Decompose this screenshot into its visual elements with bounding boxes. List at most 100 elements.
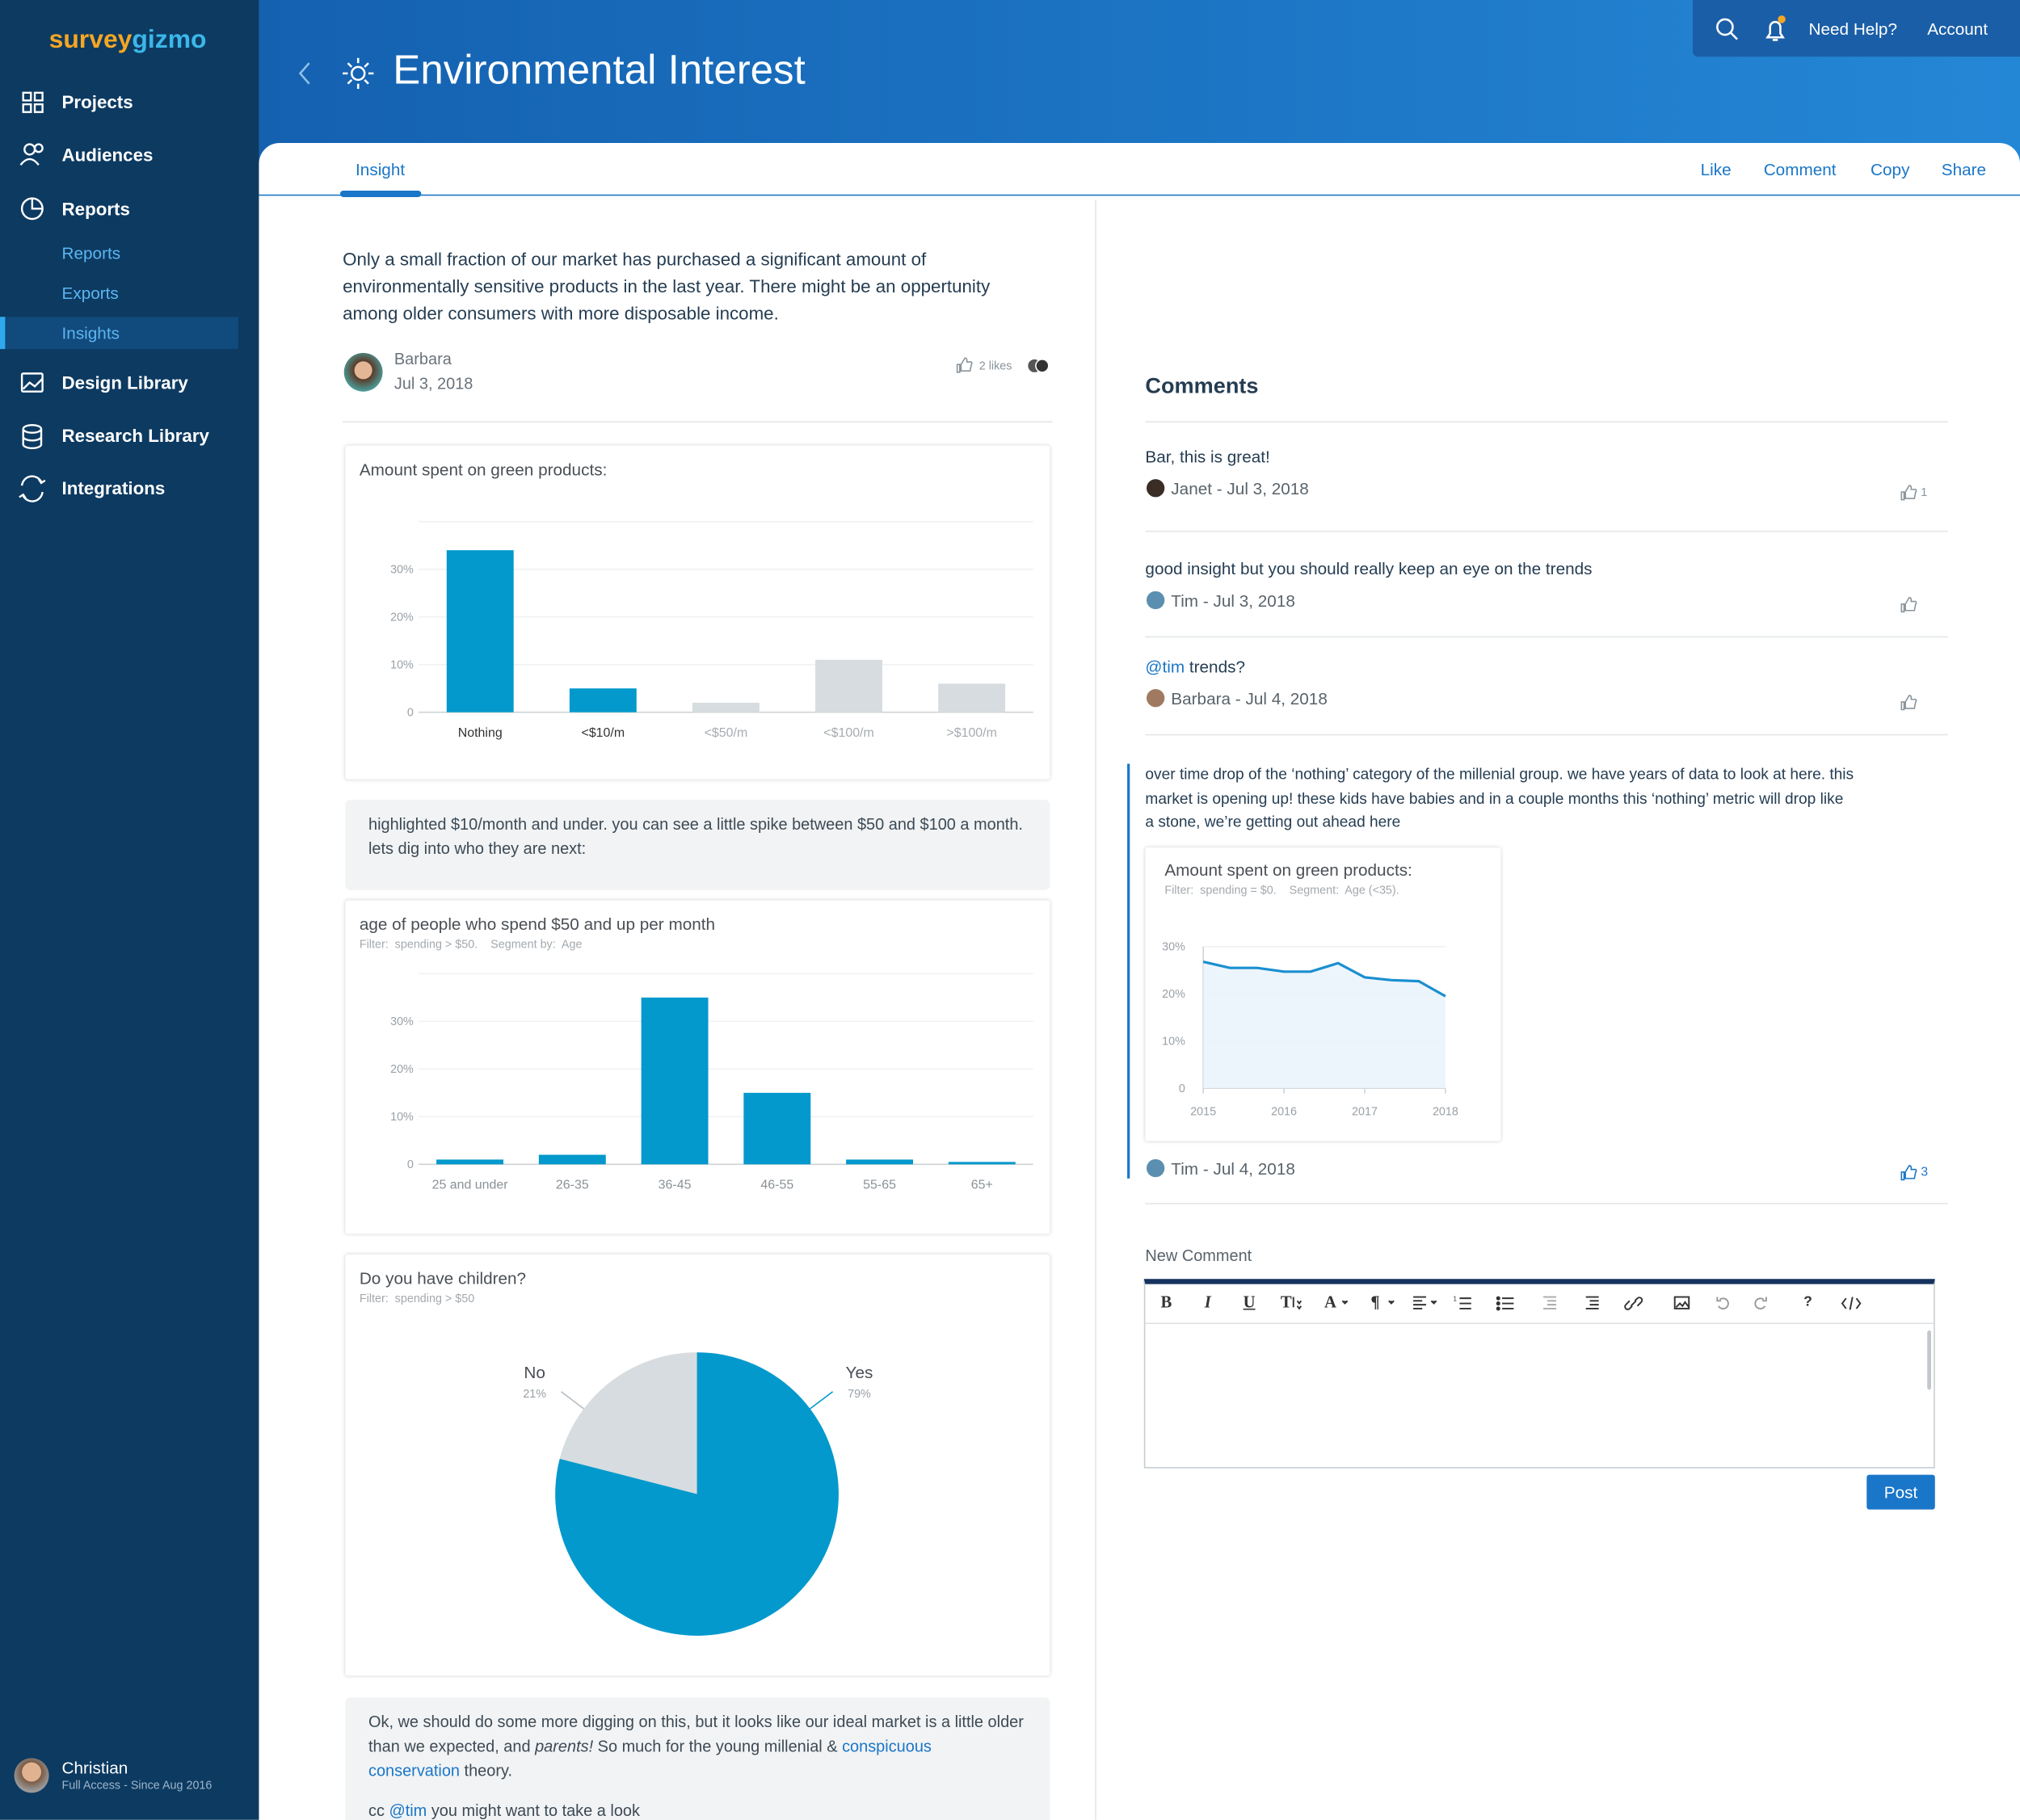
user-plan: Full Access - Since Aug 2016 bbox=[61, 1778, 213, 1792]
tab-border bbox=[259, 194, 2020, 196]
nav-item[interactable]: Projects bbox=[61, 91, 133, 112]
toolbar-button[interactable]: A bbox=[1324, 1292, 1337, 1312]
note: Ok, we should do some more digging on th… bbox=[345, 1697, 1050, 1820]
text-segment: Ok, we should do some more digging on th… bbox=[368, 1713, 1024, 1756]
chart-filter: Filter: spending > $50 bbox=[359, 1292, 475, 1305]
user-avatar[interactable] bbox=[14, 1758, 49, 1793]
link[interactable]: @tim bbox=[389, 1801, 427, 1820]
author-avatar bbox=[343, 352, 383, 392]
chart-title: Do you have children? bbox=[359, 1268, 527, 1288]
chart-filter: Filter: spending > $50. Segment by: Age bbox=[359, 937, 583, 951]
user-name: Christian bbox=[61, 1758, 128, 1778]
topbar-icons bbox=[1716, 15, 1786, 41]
comment-author: Tim - Jul 3, 2018 bbox=[1171, 591, 1295, 611]
topbar-link[interactable]: Need Help? bbox=[1808, 19, 1897, 39]
logo-part: gizmo bbox=[132, 25, 207, 54]
mention[interactable]: @tim bbox=[1145, 657, 1185, 677]
divider bbox=[1145, 530, 1948, 532]
text-segment: parents! bbox=[535, 1737, 594, 1756]
toolbar-button[interactable]: I bbox=[1204, 1292, 1211, 1312]
tab-indicator bbox=[339, 190, 422, 197]
topbar: Need Help? Account bbox=[1693, 0, 2020, 57]
like-count[interactable]: 3 bbox=[1921, 1165, 1929, 1180]
scrollbar bbox=[1927, 1330, 1931, 1390]
action-link[interactable]: Copy bbox=[1871, 159, 1910, 179]
toolbar-button[interactable]: U bbox=[1243, 1292, 1256, 1312]
insight-text: Only a small fraction of our market has … bbox=[343, 248, 991, 324]
divider bbox=[1145, 636, 1948, 638]
divider bbox=[343, 421, 1053, 422]
divider bbox=[1145, 1203, 1948, 1204]
nav-item[interactable]: Design Library bbox=[61, 372, 188, 393]
svg-text:1: 1 bbox=[1453, 1295, 1457, 1302]
subnav-item[interactable]: Reports bbox=[61, 243, 121, 263]
header-icons bbox=[298, 57, 374, 90]
toolbar-button[interactable]: ¶ bbox=[1370, 1292, 1380, 1312]
author-date: Jul 3, 2018 bbox=[393, 374, 473, 393]
nav-item[interactable]: Integrations bbox=[61, 477, 166, 499]
paragraph: cc @tim you might want to take a look bbox=[368, 1799, 1027, 1820]
text-segment: theory. bbox=[459, 1762, 512, 1780]
toolbar-icons: 1 bbox=[1292, 1295, 1862, 1311]
toolbar-button[interactable]: ? bbox=[1803, 1294, 1812, 1310]
comment-author: Tim - Jul 4, 2018 bbox=[1171, 1158, 1295, 1179]
sidebar: surveygizmo Projects Audiences Reports R… bbox=[0, 0, 259, 1820]
action-link[interactable]: Comment bbox=[1763, 159, 1837, 179]
note: highlighted $10/month and under. you can… bbox=[345, 800, 1050, 890]
text-segment: good insight but you should really keep … bbox=[1145, 558, 1593, 578]
subnav-item[interactable]: Insights bbox=[61, 323, 120, 343]
comment-text: over time drop of the ‘nothing’ category… bbox=[1145, 763, 1854, 834]
comment-text: Bar, this is great! bbox=[1145, 447, 1269, 466]
link[interactable]: conspicuous conservation bbox=[368, 1737, 932, 1780]
column-divider bbox=[1095, 200, 1096, 1820]
action-link[interactable]: Like bbox=[1700, 159, 1732, 179]
page-title: Environmental Interest bbox=[393, 46, 806, 93]
text-segment: trends? bbox=[1185, 657, 1246, 677]
paragraph: highlighted $10/month and under. you can… bbox=[368, 813, 1027, 862]
chart-title: Amount spent on green products: bbox=[359, 460, 608, 480]
paragraph: Ok, we should do some more digging on th… bbox=[368, 1710, 1027, 1784]
subnav-item[interactable]: Exports bbox=[61, 283, 119, 303]
nav-item[interactable]: Research Library bbox=[61, 425, 209, 446]
active-highlight bbox=[0, 317, 238, 350]
editor[interactable] bbox=[1143, 1279, 1935, 1469]
nav-item[interactable]: Reports bbox=[61, 198, 130, 220]
text-segment: you might want to take a look bbox=[427, 1801, 640, 1820]
logo-part: survey bbox=[48, 25, 133, 54]
chart-filter: Filter: spending = $0. Segment: Age (<35… bbox=[1164, 883, 1399, 897]
chart-card: Do you have children? Filter: spending >… bbox=[345, 1254, 1050, 1676]
toolbar-divider bbox=[1145, 1322, 1934, 1325]
divider bbox=[1145, 421, 1948, 422]
nav-icons bbox=[19, 91, 46, 502]
chart-card: age of people who spend $50 and up per m… bbox=[345, 900, 1050, 1234]
tab[interactable]: Insight bbox=[356, 159, 406, 179]
chart-title: Amount spent on green products: bbox=[1164, 860, 1412, 880]
divider bbox=[1145, 733, 1948, 736]
text-segment: cc bbox=[368, 1801, 389, 1820]
toolbar-button[interactable]: B bbox=[1160, 1292, 1172, 1312]
likes-icons bbox=[956, 357, 1050, 373]
nav-item[interactable]: Audiences bbox=[61, 144, 154, 166]
logo[interactable]: surveygizmo bbox=[49, 26, 207, 56]
chart-title: age of people who spend $50 and up per m… bbox=[359, 914, 716, 934]
comment-author: Janet - Jul 3, 2018 bbox=[1171, 479, 1309, 499]
post-button[interactable]: Post bbox=[1866, 1474, 1935, 1510]
toolbar-button[interactable]: T bbox=[1280, 1292, 1292, 1312]
author-name: Barbara bbox=[393, 350, 452, 368]
topbar-link[interactable]: Account bbox=[1927, 19, 1988, 39]
likes-count[interactable]: 2 likes bbox=[978, 359, 1012, 372]
like-count[interactable]: 1 bbox=[1921, 485, 1928, 499]
chart-card: Amount spent on green products: bbox=[345, 445, 1050, 780]
editor-label: New Comment bbox=[1145, 1246, 1252, 1265]
action-link[interactable]: Share bbox=[1941, 159, 1987, 179]
comment-text: good insight but you should really keep … bbox=[1145, 559, 1592, 578]
text-segment: over time drop of the ‘nothing’ category… bbox=[1145, 765, 1854, 831]
comment-text: @tim trends? bbox=[1145, 657, 1245, 676]
comment-icons bbox=[1147, 479, 1917, 1181]
text-segment: Bar, this is great! bbox=[1145, 447, 1270, 467]
comment-author: Barbara - Jul 4, 2018 bbox=[1171, 688, 1328, 708]
text-segment: highlighted $10/month and under. you can… bbox=[368, 815, 1023, 858]
comments-title: Comments bbox=[1145, 373, 1259, 398]
highlight-bar bbox=[1127, 763, 1130, 1179]
